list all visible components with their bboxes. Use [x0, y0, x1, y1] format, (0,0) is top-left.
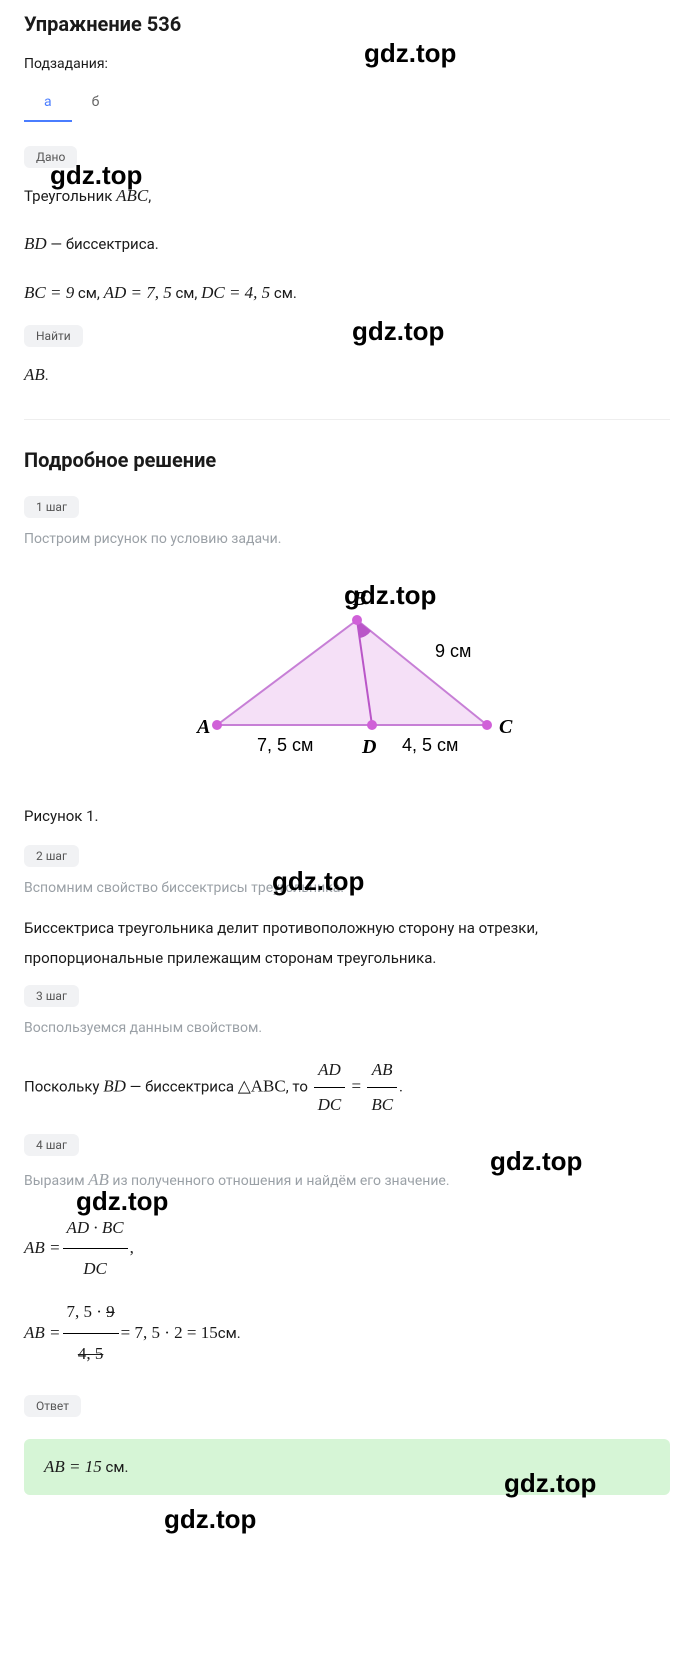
math-bd: BD	[24, 234, 47, 253]
math-bd: BD	[103, 1077, 126, 1096]
frac-numeric: 7, 5 · 9 4, 5	[63, 1292, 119, 1375]
text: — биссектриса.	[47, 235, 159, 253]
diagram-container: A B C D 9 см 7, 5 см 4, 5 см	[24, 575, 670, 775]
answer-box: AB = 15 см.	[24, 1439, 670, 1495]
find-pill: Найти	[24, 325, 83, 347]
point-c	[482, 720, 492, 730]
math-bc: BC = 9	[24, 283, 74, 302]
label-9cm: 9 см	[435, 641, 471, 661]
step3-text: Поскольку BD — биссектриса △ABC, то ADDC…	[24, 1053, 670, 1122]
given-pill: Дано	[24, 146, 77, 168]
given-line-1: Треугольник ABC,	[24, 180, 670, 212]
frac-den: DC	[63, 1248, 128, 1290]
text: .	[45, 366, 49, 384]
step2-pill: 2 шаг	[24, 845, 79, 867]
text: см,	[74, 284, 103, 302]
math-dc: DC = 4, 5	[201, 283, 270, 302]
step2-desc: Вспомним свойство биссектрисы треугольни…	[24, 877, 670, 899]
lhs: AB =	[24, 1313, 61, 1354]
frac-num: AD · BC	[63, 1208, 128, 1249]
solution-title: Подробное решение	[24, 448, 670, 472]
math-triangle: △ABC	[238, 1077, 286, 1096]
label-75cm: 7, 5 см	[257, 735, 313, 755]
triangle-diagram: A B C D 9 см 7, 5 см 4, 5 см	[157, 575, 537, 775]
watermark: gdz.top	[352, 316, 444, 347]
text: Треугольник	[24, 187, 116, 205]
frac-den-struck: 4, 5	[63, 1333, 119, 1375]
frac-num: 7, 5 · 9	[63, 1292, 119, 1333]
label-45cm: 4, 5 см	[402, 735, 458, 755]
frac-den: DC	[314, 1087, 346, 1122]
text: ,	[148, 187, 151, 205]
step3-desc: Воспользуемся данным свойством.	[24, 1017, 670, 1039]
label-d: D	[361, 736, 376, 758]
point-b	[352, 615, 362, 625]
divider	[24, 419, 670, 420]
text: , то	[286, 1078, 312, 1096]
step1-pill: 1 шаг	[24, 496, 79, 518]
triangle-fill	[217, 620, 487, 725]
answer-unit: см.	[102, 1458, 129, 1476]
step2-text: Биссектриса треугольника делит противопо…	[24, 913, 670, 973]
lhs: AB =	[24, 1228, 61, 1269]
math-ab: AB	[24, 365, 45, 384]
comma: ,	[130, 1228, 134, 1269]
watermark: gdz.top	[164, 1504, 256, 1535]
num-b-struck: 9	[106, 1302, 115, 1321]
text: .	[399, 1078, 403, 1096]
step4-pill: 4 шаг	[24, 1134, 79, 1156]
page-root: Упражнение 536 Подзадания: а б Дано Треу…	[24, 12, 670, 1495]
tab-b[interactable]: б	[72, 84, 120, 122]
given-line-2: BD — биссектриса.	[24, 228, 670, 260]
math-abc: ABC	[116, 186, 148, 205]
label-a: A	[195, 716, 210, 738]
unit: см.	[218, 1315, 241, 1351]
point-a	[212, 720, 222, 730]
frac-num: AB	[367, 1053, 397, 1087]
text: — биссектриса	[126, 1078, 238, 1096]
frac-num: AD	[314, 1053, 346, 1087]
point-d	[367, 720, 377, 730]
math-ab: AB	[88, 1170, 109, 1189]
text: из полученного отношения и найдём его зн…	[109, 1173, 450, 1189]
frac-ad-dc: ADDC	[314, 1053, 346, 1122]
subtasks-label: Подзадания:	[24, 56, 670, 72]
math-ad: AD = 7, 5	[104, 283, 172, 302]
frac-ab-bc: ABBC	[367, 1053, 397, 1122]
find-line: AB.	[24, 359, 670, 391]
text: см,	[172, 284, 201, 302]
eq-sign: =	[347, 1077, 365, 1096]
answer-pill: Ответ	[24, 1395, 81, 1417]
given-line-3: BC = 9 см, AD = 7, 5 см, DC = 4, 5 см.	[24, 277, 670, 309]
exercise-title: Упражнение 536	[24, 12, 670, 36]
figure-caption: Рисунок 1.	[24, 807, 670, 825]
tab-a[interactable]: а	[24, 84, 72, 122]
rest: = 7, 5 · 2 = 15	[121, 1313, 218, 1354]
step1-desc: Построим рисунок по условию задачи.	[24, 528, 670, 550]
step3-pill: 3 шаг	[24, 985, 79, 1007]
step4-eq1: AB = AD · BCDC,	[24, 1208, 670, 1291]
text: Поскольку	[24, 1078, 103, 1096]
step4-desc: Выразим AB из полученного отношения и на…	[24, 1166, 670, 1193]
label-b: B	[352, 588, 366, 610]
num-a: 7, 5 ·	[67, 1302, 107, 1321]
frac-formula: AD · BCDC	[63, 1208, 128, 1291]
tabs: а б	[24, 84, 670, 122]
frac-den: BC	[367, 1087, 397, 1122]
text: Выразим	[24, 1173, 88, 1189]
step4-eq2: AB = 7, 5 · 9 4, 5 = 7, 5 · 2 = 15 см.	[24, 1292, 670, 1375]
text: см.	[270, 284, 297, 302]
label-c: C	[499, 716, 513, 738]
answer-math: AB = 15	[44, 1457, 102, 1476]
